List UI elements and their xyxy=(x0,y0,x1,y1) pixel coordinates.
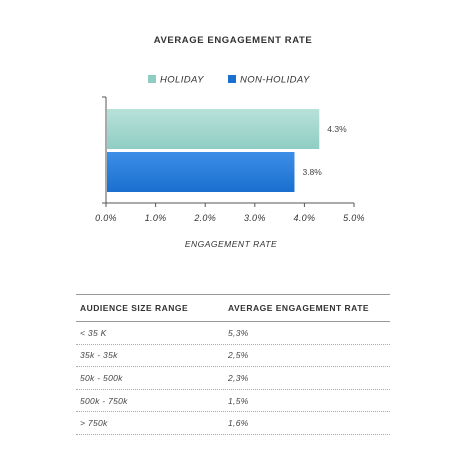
x-tick-label: 2.0% xyxy=(193,213,216,223)
cell-audience-size: 50k - 500k xyxy=(80,372,123,383)
bar-value-label: 3.8% xyxy=(302,167,322,177)
legend-swatch-holiday xyxy=(148,75,156,83)
cell-audience-size: 500k - 750k xyxy=(80,395,128,406)
cell-audience-size: > 750k xyxy=(80,418,108,429)
bar-non-holiday xyxy=(107,152,295,192)
x-tick-label: 4.0% xyxy=(294,213,316,223)
legend-label-holiday: HOLIDAY xyxy=(160,75,204,86)
legend-swatch-non-holiday xyxy=(228,75,236,83)
header-engagement-rate: AVERAGE ENGAGEMENT RATE xyxy=(228,303,370,313)
cell-engagement-rate: 2,3% xyxy=(228,372,249,383)
cell-engagement-rate: 1,6% xyxy=(228,418,249,429)
cell-engagement-rate: 5,3% xyxy=(228,327,249,338)
chart-axes xyxy=(102,96,354,204)
engagement-bar-chart: HOLIDAY NON-HOLIDAY 4.3% 3.8% 0.0% 1.0% 2.0%… xyxy=(95,75,365,250)
x-tick-label: 5.0% xyxy=(343,213,365,223)
table-row: 35k - 35k 2,5% xyxy=(76,345,390,368)
table-row: > 750k 1,6% xyxy=(76,412,390,435)
bar-holiday xyxy=(107,109,320,149)
x-tick-label: 1.0% xyxy=(145,213,167,223)
cell-engagement-rate: 2,5% xyxy=(228,350,249,361)
x-tick-label: 0.0% xyxy=(95,213,117,223)
chart-title: AVERAGE ENGAGEMENT RATE xyxy=(153,35,313,46)
x-axis-title: ENGAGEMENT RATE xyxy=(185,239,277,249)
chart-legend: HOLIDAY NON-HOLIDAY xyxy=(148,75,310,86)
table-row: < 35 K 5,3% xyxy=(76,322,390,345)
audience-size-table: AUDIENCE SIZE RANGE AVERAGE ENGAGEMENT R… xyxy=(76,294,390,435)
legend-label-non-holiday: NON-HOLIDAY xyxy=(240,75,310,86)
cell-engagement-rate: 1,5% xyxy=(228,395,249,406)
x-tick-label: 3.0% xyxy=(244,213,266,223)
cell-audience-size: < 35 K xyxy=(80,327,107,338)
bar-value-label: 4.3% xyxy=(327,124,347,134)
table-header: AUDIENCE SIZE RANGE AVERAGE ENGAGEMENT R… xyxy=(76,294,390,322)
table-row: 500k - 750k 1,5% xyxy=(76,390,390,413)
cell-audience-size: 35k - 35k xyxy=(80,350,118,361)
chart-ticks: 0.0% 1.0% 2.0% 3.0% 4.0% 5.0% xyxy=(95,203,365,223)
header-audience-size: AUDIENCE SIZE RANGE xyxy=(80,303,189,313)
chart-bars: 4.3% 3.8% xyxy=(107,109,347,192)
table-row: 50k - 500k 2,3% xyxy=(76,367,390,390)
